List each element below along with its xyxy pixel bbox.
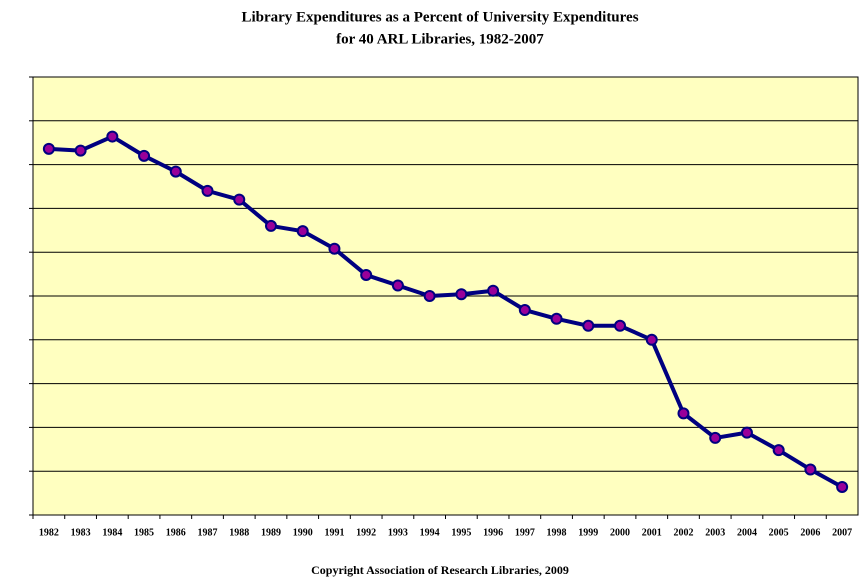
- data-point: [614, 319, 627, 332]
- data-point: [391, 279, 404, 292]
- data-point: [360, 268, 373, 281]
- data-point: [772, 444, 785, 457]
- x-tick-label: 1990: [293, 527, 313, 538]
- data-point: [74, 144, 87, 157]
- x-tick-label: 1984: [102, 527, 122, 538]
- data-point: [233, 193, 246, 206]
- x-tick-label: 1983: [71, 527, 91, 538]
- data-point: [296, 225, 309, 238]
- data-point: [201, 184, 214, 197]
- x-tick-label: 2003: [705, 527, 725, 538]
- x-tick-label: 1986: [166, 527, 186, 538]
- data-point: [328, 242, 341, 255]
- data-point: [804, 463, 817, 476]
- x-tick-label: 1999: [578, 527, 598, 538]
- chart-title: for 40 ARL Libraries, 1982-2007: [336, 31, 544, 47]
- chart-title: Library Expenditures as a Percent of Uni…: [241, 9, 638, 25]
- data-point: [740, 426, 753, 439]
- data-point: [169, 165, 182, 178]
- x-tick-label: 2001: [642, 527, 662, 538]
- x-tick-label: 1985: [134, 527, 154, 538]
- series-line: [48, 134, 844, 489]
- data-point: [582, 319, 595, 332]
- x-tick-label: 2005: [769, 527, 789, 538]
- x-tick-label: 1987: [198, 527, 218, 538]
- x-tick-label: 1992: [356, 527, 376, 538]
- data-point: [423, 290, 436, 302]
- data-point: [645, 333, 658, 346]
- data-point: [550, 312, 563, 325]
- x-tick-label: 1993: [388, 527, 408, 538]
- x-tick-label: 2000: [610, 527, 630, 538]
- footer: Copyright Association of Research Librar…: [311, 563, 569, 577]
- x-tick-label: 2002: [673, 527, 693, 538]
- data-point: [518, 304, 531, 317]
- data-point: [106, 130, 119, 143]
- data-point: [138, 149, 151, 162]
- x-tick-label: 2004: [737, 527, 757, 538]
- data-point: [264, 219, 277, 232]
- x-tick-label: 2006: [800, 527, 820, 538]
- data-point: [487, 284, 500, 297]
- data-point: [677, 407, 690, 420]
- data-point: [709, 431, 722, 444]
- x-tick-label: 1995: [451, 527, 471, 538]
- x-tick-label: 1991: [324, 527, 344, 538]
- data-point: [455, 288, 468, 301]
- x-tick-label: 1998: [547, 527, 567, 538]
- data-point: [836, 480, 849, 493]
- x-tick-label: 1994: [420, 527, 440, 538]
- x-tick-label: 1996: [483, 527, 503, 538]
- x-tick-label: 1988: [229, 527, 249, 538]
- x-tick-label: 1982: [39, 527, 59, 538]
- x-tick-label: 1997: [515, 527, 535, 538]
- x-tick-label: 2007: [832, 527, 852, 538]
- data-point: [42, 142, 55, 155]
- x-tick-label: 1989: [261, 527, 281, 538]
